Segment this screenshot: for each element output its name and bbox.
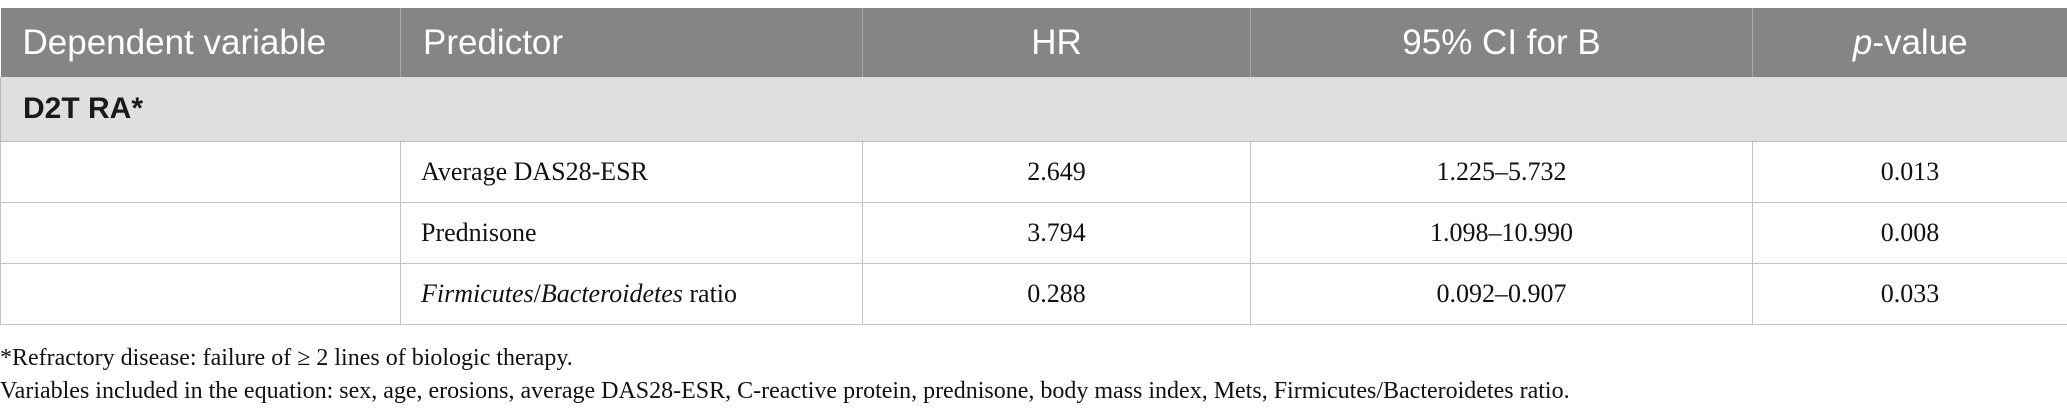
header-p-suffix: -value <box>1872 22 1968 62</box>
cell-p-value: 0.008 <box>1752 202 2067 264</box>
predictor-text: Average DAS28-ESR <box>421 157 648 186</box>
predictor-text: ratio <box>682 279 738 308</box>
footnote-variables: Variables included in the equation: sex,… <box>0 378 1570 404</box>
cell-ci: 1.098–10.990 <box>1250 202 1753 264</box>
cell-predictor: Average DAS28-ESR <box>400 141 863 203</box>
cell-hr: 3.794 <box>862 202 1251 264</box>
predictor-sep: / <box>533 279 541 308</box>
cell-hr: 2.649 <box>862 141 1251 203</box>
cell-dependent <box>0 202 401 264</box>
predictor-italic-1: Firmicutes <box>421 279 534 308</box>
cell-p-value: 0.013 <box>1752 141 2067 203</box>
cell-hr: 0.288 <box>862 263 1251 325</box>
cell-dependent <box>0 141 401 203</box>
header-ci: 95% CI for B <box>1250 8 1753 77</box>
footnote-refractory: *Refractory disease: failure of ≥ 2 line… <box>0 345 573 371</box>
header-p-value: p-value <box>1752 8 2067 77</box>
table-row: Firmicutes/Bacteroidetes ratio 0.288 0.0… <box>0 263 2067 325</box>
regression-table-container: Dependent variable Predictor HR 95% CI f… <box>0 8 2067 325</box>
header-dependent-variable: Dependent variable <box>0 8 401 77</box>
header-row: Dependent variable Predictor HR 95% CI f… <box>0 8 2067 77</box>
header-predictor: Predictor <box>400 8 863 77</box>
cell-ci: 0.092–0.907 <box>1250 263 1753 325</box>
table-footnotes: *Refractory disease: failure of ≥ 2 line… <box>0 342 1570 408</box>
predictor-text: Prednisone <box>421 218 537 247</box>
cell-p-value: 0.033 <box>1752 263 2067 325</box>
header-p-italic: p <box>1852 22 1873 62</box>
predictor-italic-2: Bacteroidetes <box>540 279 683 308</box>
cell-dependent <box>0 263 401 325</box>
cell-ci: 1.225–5.732 <box>1250 141 1753 203</box>
header-hr: HR <box>862 8 1251 77</box>
regression-table: Dependent variable Predictor HR 95% CI f… <box>0 8 2067 325</box>
cell-predictor: Firmicutes/Bacteroidetes ratio <box>400 263 863 325</box>
table-row: Average DAS28-ESR 2.649 1.225–5.732 0.01… <box>0 141 2067 203</box>
section-row: D2T RA* <box>0 77 2067 142</box>
table-row: Prednisone 3.794 1.098–10.990 0.008 <box>0 202 2067 264</box>
section-label: D2T RA* <box>0 77 2067 142</box>
cell-predictor: Prednisone <box>400 202 863 264</box>
